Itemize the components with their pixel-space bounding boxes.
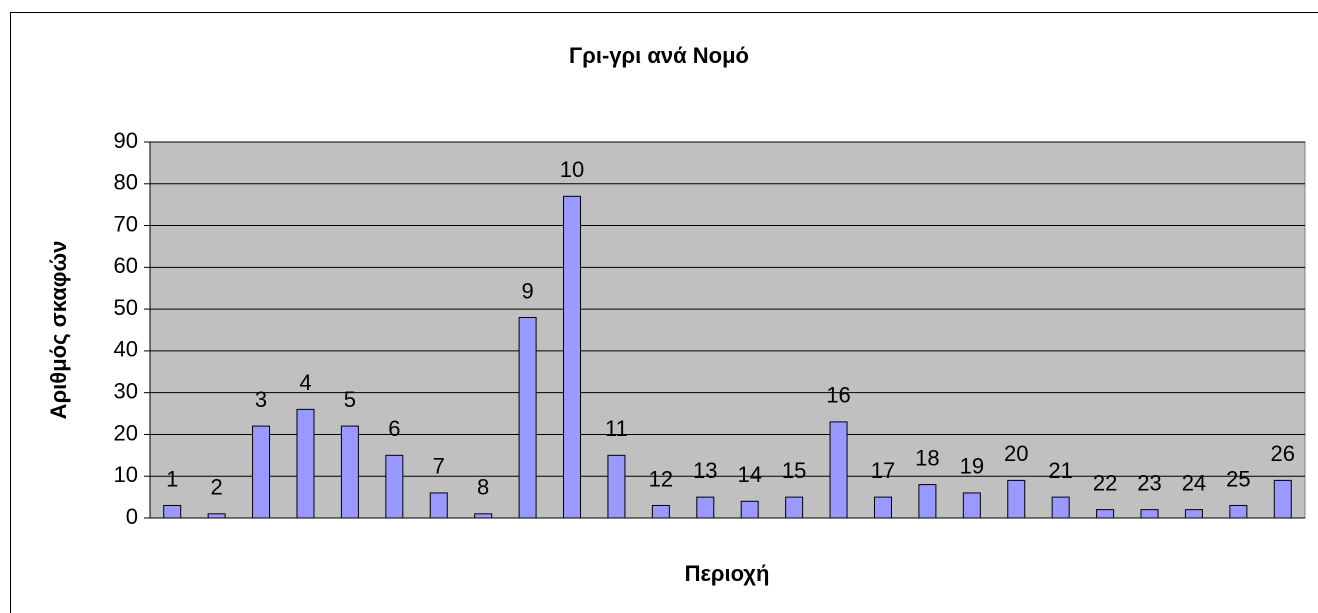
data-label: 24	[1182, 470, 1206, 495]
bar	[385, 454, 404, 519]
bar	[1051, 496, 1070, 519]
data-label: 14	[737, 462, 761, 487]
bar	[296, 408, 315, 519]
y-tick-label: 0	[126, 504, 138, 529]
bar	[252, 425, 271, 519]
y-tick-label: 70	[114, 211, 138, 236]
data-label: 3	[255, 387, 267, 412]
data-label: 23	[1137, 470, 1161, 495]
x-axis-label: Περιοχή	[685, 561, 770, 586]
y-tick-label: 10	[114, 462, 138, 487]
data-label: 2	[211, 475, 223, 500]
data-label: 9	[521, 278, 533, 303]
data-label: 22	[1093, 470, 1117, 495]
data-label: 11	[605, 416, 628, 441]
bar	[429, 492, 448, 519]
bar	[1140, 509, 1159, 519]
y-tick-label: 30	[114, 378, 138, 403]
bar	[474, 513, 493, 519]
chart-title: Γρι-γρι ανά Νομό	[569, 43, 749, 68]
bar	[785, 496, 804, 519]
y-tick-label: 50	[114, 295, 138, 320]
data-label: 13	[693, 458, 717, 483]
bar	[563, 195, 582, 519]
data-label: 19	[960, 454, 984, 479]
bar	[962, 492, 981, 519]
data-label: 16	[826, 383, 850, 408]
data-label: 21	[1048, 458, 1072, 483]
data-label: 12	[649, 466, 673, 491]
data-label: 15	[782, 458, 806, 483]
bar	[1229, 504, 1248, 519]
data-label: 25	[1226, 466, 1250, 491]
data-label: 26	[1271, 441, 1295, 466]
data-label: 17	[871, 458, 895, 483]
bar	[163, 504, 182, 519]
bar	[740, 500, 759, 519]
data-label: 6	[388, 416, 400, 441]
bar	[651, 504, 670, 519]
y-axis-label: Αριθμός σκαφών	[46, 241, 71, 420]
bar	[340, 425, 359, 519]
bar	[873, 496, 892, 519]
y-tick-label: 40	[114, 337, 138, 362]
y-tick-label: 80	[114, 170, 138, 195]
data-label: 1	[166, 466, 178, 491]
bar	[829, 421, 848, 519]
bar	[1096, 509, 1115, 519]
data-label: 18	[915, 445, 939, 470]
plot-area	[149, 141, 1306, 519]
data-label: 5	[344, 387, 356, 412]
bar	[518, 316, 537, 519]
bar	[1184, 509, 1203, 519]
data-label: 10	[560, 157, 584, 182]
data-label: 7	[433, 454, 445, 479]
data-label: 4	[299, 370, 311, 395]
y-tick-label: 60	[114, 253, 138, 278]
bar	[918, 484, 937, 519]
y-tick-label: 90	[114, 128, 138, 153]
bar	[207, 513, 226, 519]
bar	[1007, 479, 1026, 519]
bar	[607, 454, 626, 519]
bar	[1273, 479, 1292, 519]
bar	[696, 496, 715, 519]
y-tick-label: 20	[114, 420, 138, 445]
data-label: 20	[1004, 441, 1028, 466]
data-label: 8	[477, 475, 489, 500]
